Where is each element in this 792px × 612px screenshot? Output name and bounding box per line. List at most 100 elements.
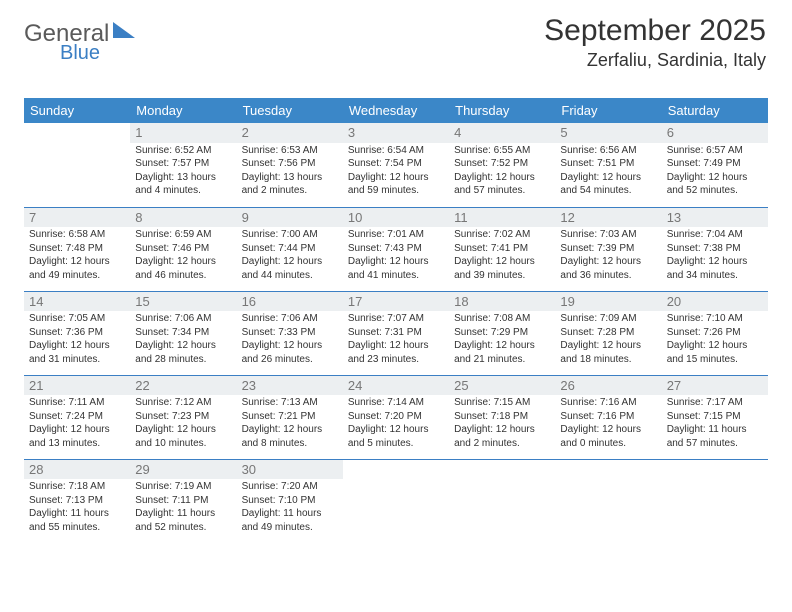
sunset-line: Sunset: 7:24 PM xyxy=(29,410,125,424)
daylight-line: Daylight: 12 hours and 31 minutes. xyxy=(29,339,125,366)
daylight-line: Daylight: 12 hours and 2 minutes. xyxy=(454,423,550,450)
day-number: 2 xyxy=(237,123,343,143)
day-number: 4 xyxy=(449,123,555,143)
sunset-line: Sunset: 7:43 PM xyxy=(348,242,444,256)
day-number: 8 xyxy=(130,208,236,228)
sunset-line: Sunset: 7:10 PM xyxy=(242,494,338,508)
day-cell: 18Sunrise: 7:08 AMSunset: 7:29 PMDayligh… xyxy=(449,291,555,375)
daylight-line: Daylight: 12 hours and 10 minutes. xyxy=(135,423,231,450)
sunrise-line: Sunrise: 7:20 AM xyxy=(242,480,338,494)
day-number: 13 xyxy=(662,208,768,228)
day-header: Friday xyxy=(555,98,661,123)
day-number: 17 xyxy=(343,292,449,312)
day-number: 9 xyxy=(237,208,343,228)
day-number: 6 xyxy=(662,123,768,143)
sunrise-line: Sunrise: 7:13 AM xyxy=(242,396,338,410)
sunrise-line: Sunrise: 7:15 AM xyxy=(454,396,550,410)
sunset-line: Sunset: 7:11 PM xyxy=(135,494,231,508)
day-header: Tuesday xyxy=(237,98,343,123)
sunrise-line: Sunrise: 6:54 AM xyxy=(348,144,444,158)
daylight-line: Daylight: 12 hours and 28 minutes. xyxy=(135,339,231,366)
daylight-line: Daylight: 12 hours and 54 minutes. xyxy=(560,171,656,198)
month-title: September 2025 xyxy=(544,14,766,48)
day-cell: 17Sunrise: 7:07 AMSunset: 7:31 PMDayligh… xyxy=(343,291,449,375)
day-cell: 10Sunrise: 7:01 AMSunset: 7:43 PMDayligh… xyxy=(343,207,449,291)
day-cell: 16Sunrise: 7:06 AMSunset: 7:33 PMDayligh… xyxy=(237,291,343,375)
sunset-line: Sunset: 7:15 PM xyxy=(667,410,763,424)
day-cell: 25Sunrise: 7:15 AMSunset: 7:18 PMDayligh… xyxy=(449,375,555,459)
day-cell: 3Sunrise: 6:54 AMSunset: 7:54 PMDaylight… xyxy=(343,123,449,207)
day-header: Saturday xyxy=(662,98,768,123)
daylight-line: Daylight: 12 hours and 34 minutes. xyxy=(667,255,763,282)
day-number: 3 xyxy=(343,123,449,143)
sunrise-line: Sunrise: 7:08 AM xyxy=(454,312,550,326)
sunrise-line: Sunrise: 7:03 AM xyxy=(560,228,656,242)
day-cell: 7Sunrise: 6:58 AMSunset: 7:48 PMDaylight… xyxy=(24,207,130,291)
day-number: 23 xyxy=(237,376,343,396)
day-number: 1 xyxy=(130,123,236,143)
sunrise-line: Sunrise: 7:11 AM xyxy=(29,396,125,410)
daylight-line: Daylight: 11 hours and 55 minutes. xyxy=(29,507,125,534)
sunrise-line: Sunrise: 7:06 AM xyxy=(135,312,231,326)
day-number: 26 xyxy=(555,376,661,396)
day-cell: 30Sunrise: 7:20 AMSunset: 7:10 PMDayligh… xyxy=(237,459,343,543)
empty-cell xyxy=(449,459,555,543)
daylight-line: Daylight: 12 hours and 21 minutes. xyxy=(454,339,550,366)
day-cell: 14Sunrise: 7:05 AMSunset: 7:36 PMDayligh… xyxy=(24,291,130,375)
daylight-line: Daylight: 12 hours and 8 minutes. xyxy=(242,423,338,450)
sunset-line: Sunset: 7:48 PM xyxy=(29,242,125,256)
sunset-line: Sunset: 7:38 PM xyxy=(667,242,763,256)
day-cell: 1Sunrise: 6:52 AMSunset: 7:57 PMDaylight… xyxy=(130,123,236,207)
calendar-head: SundayMondayTuesdayWednesdayThursdayFrid… xyxy=(24,98,768,123)
daylight-line: Daylight: 12 hours and 15 minutes. xyxy=(667,339,763,366)
daylight-line: Daylight: 12 hours and 13 minutes. xyxy=(29,423,125,450)
sunset-line: Sunset: 7:31 PM xyxy=(348,326,444,340)
sunrise-line: Sunrise: 6:55 AM xyxy=(454,144,550,158)
sunset-line: Sunset: 7:20 PM xyxy=(348,410,444,424)
day-cell: 4Sunrise: 6:55 AMSunset: 7:52 PMDaylight… xyxy=(449,123,555,207)
sunrise-line: Sunrise: 7:16 AM xyxy=(560,396,656,410)
day-cell: 11Sunrise: 7:02 AMSunset: 7:41 PMDayligh… xyxy=(449,207,555,291)
day-number: 29 xyxy=(130,460,236,480)
sunset-line: Sunset: 7:36 PM xyxy=(29,326,125,340)
day-cell: 26Sunrise: 7:16 AMSunset: 7:16 PMDayligh… xyxy=(555,375,661,459)
day-number: 7 xyxy=(24,208,130,228)
sunrise-line: Sunrise: 7:05 AM xyxy=(29,312,125,326)
sunset-line: Sunset: 7:13 PM xyxy=(29,494,125,508)
sunrise-line: Sunrise: 7:17 AM xyxy=(667,396,763,410)
day-cell: 5Sunrise: 6:56 AMSunset: 7:51 PMDaylight… xyxy=(555,123,661,207)
sunset-line: Sunset: 7:44 PM xyxy=(242,242,338,256)
sunset-line: Sunset: 7:28 PM xyxy=(560,326,656,340)
daylight-line: Daylight: 12 hours and 44 minutes. xyxy=(242,255,338,282)
sunrise-line: Sunrise: 6:57 AM xyxy=(667,144,763,158)
sunrise-line: Sunrise: 7:19 AM xyxy=(135,480,231,494)
day-cell: 24Sunrise: 7:14 AMSunset: 7:20 PMDayligh… xyxy=(343,375,449,459)
day-number: 28 xyxy=(24,460,130,480)
day-cell: 27Sunrise: 7:17 AMSunset: 7:15 PMDayligh… xyxy=(662,375,768,459)
daylight-line: Daylight: 12 hours and 49 minutes. xyxy=(29,255,125,282)
sunrise-line: Sunrise: 7:00 AM xyxy=(242,228,338,242)
sunset-line: Sunset: 7:49 PM xyxy=(667,157,763,171)
day-cell: 21Sunrise: 7:11 AMSunset: 7:24 PMDayligh… xyxy=(24,375,130,459)
day-number: 25 xyxy=(449,376,555,396)
empty-cell xyxy=(555,459,661,543)
brand-sub: Blue xyxy=(60,42,100,65)
daylight-line: Daylight: 12 hours and 0 minutes. xyxy=(560,423,656,450)
day-number: 11 xyxy=(449,208,555,228)
day-number: 16 xyxy=(237,292,343,312)
sunset-line: Sunset: 7:57 PM xyxy=(135,157,231,171)
day-cell: 12Sunrise: 7:03 AMSunset: 7:39 PMDayligh… xyxy=(555,207,661,291)
sunrise-line: Sunrise: 6:56 AM xyxy=(560,144,656,158)
day-number: 12 xyxy=(555,208,661,228)
sunset-line: Sunset: 7:39 PM xyxy=(560,242,656,256)
day-cell: 15Sunrise: 7:06 AMSunset: 7:34 PMDayligh… xyxy=(130,291,236,375)
sunrise-line: Sunrise: 6:58 AM xyxy=(29,228,125,242)
day-number: 24 xyxy=(343,376,449,396)
sunrise-line: Sunrise: 7:18 AM xyxy=(29,480,125,494)
sunrise-line: Sunrise: 7:10 AM xyxy=(667,312,763,326)
sunset-line: Sunset: 7:34 PM xyxy=(135,326,231,340)
sunrise-line: Sunrise: 7:09 AM xyxy=(560,312,656,326)
daylight-line: Daylight: 12 hours and 41 minutes. xyxy=(348,255,444,282)
sunset-line: Sunset: 7:18 PM xyxy=(454,410,550,424)
day-header: Monday xyxy=(130,98,236,123)
